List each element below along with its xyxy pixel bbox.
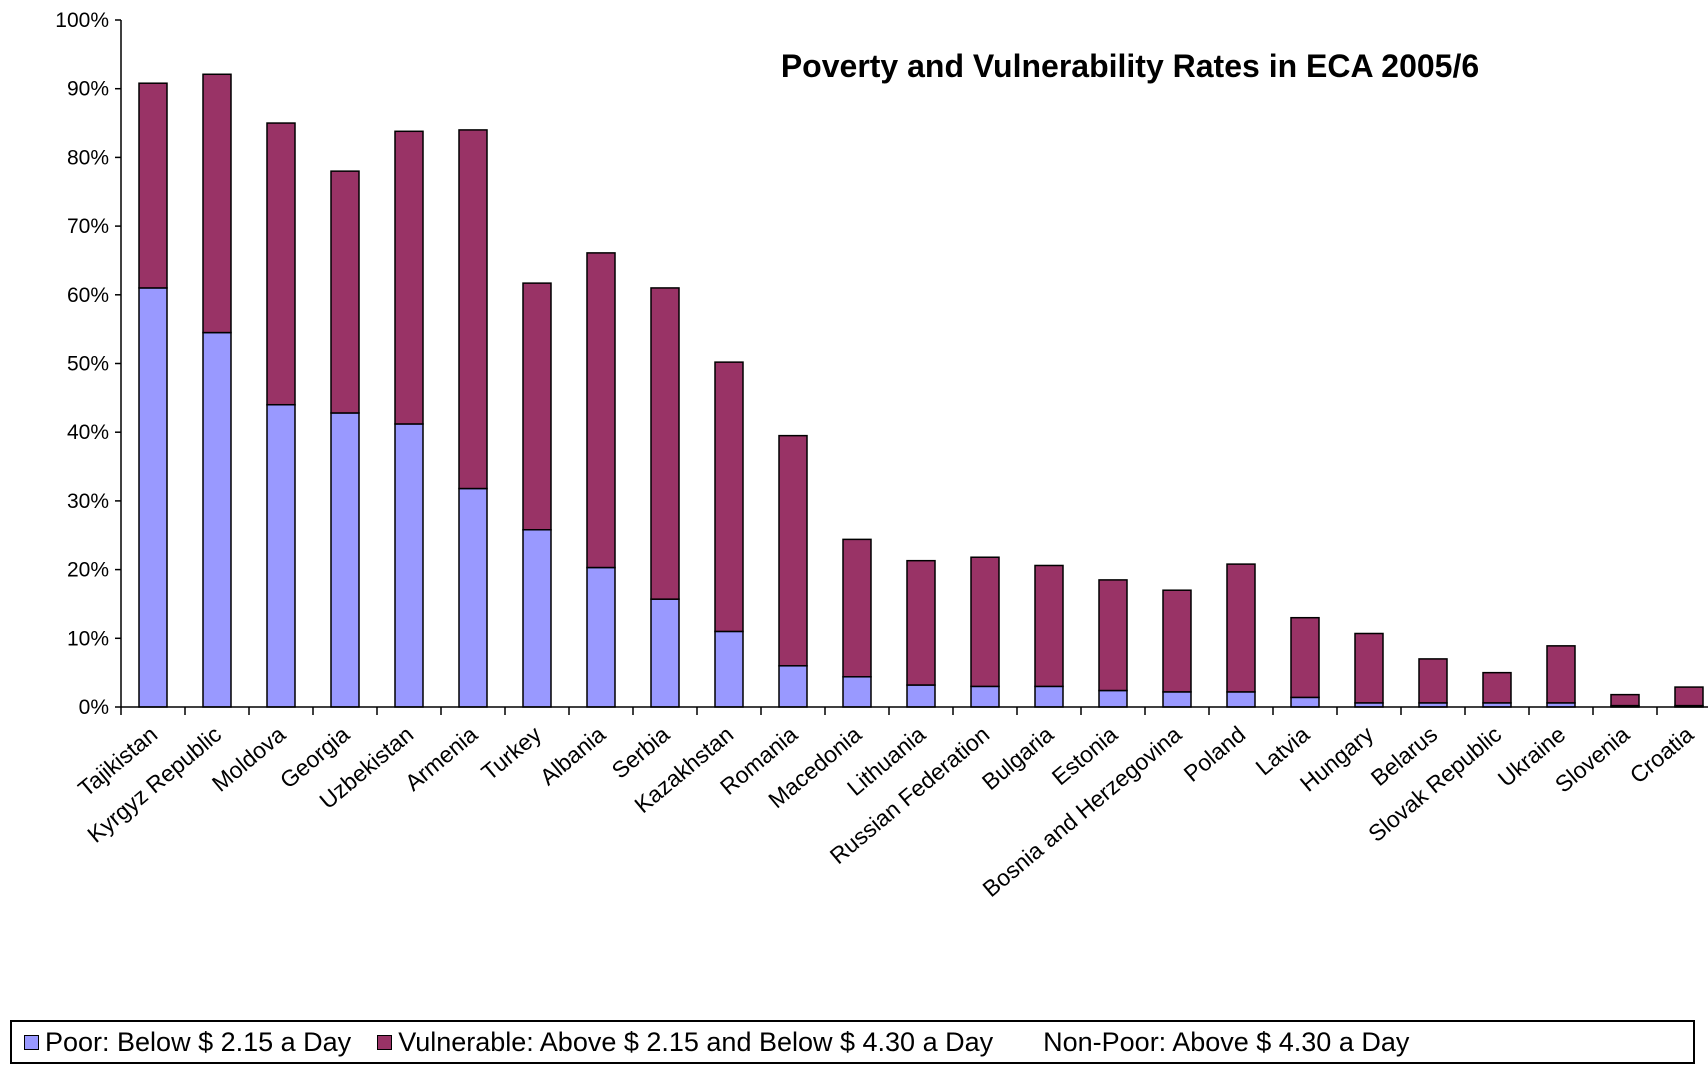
bar-poor xyxy=(1098,689,1128,708)
y-tick-label: 70% xyxy=(67,215,109,238)
x-category-label: Moldova xyxy=(207,721,290,797)
y-tick-label: 100% xyxy=(55,9,109,32)
bar-poor xyxy=(1162,691,1192,708)
bar-vulnerable xyxy=(1610,693,1640,707)
legend-label-non-poor: Non-Poor: Above $ 4.30 a Day xyxy=(1043,1026,1410,1057)
bar-vulnerable xyxy=(458,129,488,490)
y-tick-label: 40% xyxy=(67,421,109,444)
x-category-label: Croatia xyxy=(1625,721,1699,789)
bar-poor xyxy=(650,598,680,708)
bar-poor xyxy=(906,684,936,708)
x-category-label: Poland xyxy=(1179,721,1251,787)
bar-vulnerable xyxy=(1482,671,1512,704)
bar-vulnerable xyxy=(778,434,808,667)
bar-vulnerable xyxy=(1098,579,1128,692)
y-tick-label: 50% xyxy=(67,353,109,376)
y-tick-label: 60% xyxy=(67,284,109,307)
bar-poor xyxy=(778,665,808,708)
legend-item-poor: Poor: Below $ 2.15 a Day xyxy=(12,1027,351,1058)
bar-vulnerable xyxy=(1674,686,1704,707)
stacked-bar-chart: 0% 10% 20% 30% 40% 50% 60% 70% 80% 90% 100% Tajiki… xyxy=(55,9,1708,902)
y-tick-label: 80% xyxy=(67,146,109,169)
bar-vulnerable xyxy=(906,559,936,686)
legend-swatch-poor xyxy=(24,1034,39,1050)
bar-vulnerable xyxy=(1418,658,1448,704)
legend-label-poor: Poor: Below $ 2.15 a Day xyxy=(45,1026,352,1057)
bar-poor xyxy=(394,423,424,708)
bar-vulnerable xyxy=(138,82,168,289)
legend: Poor: Below $ 2.15 a Day Vulnerable: Abo… xyxy=(10,1020,1695,1064)
bar-poor xyxy=(1290,696,1320,708)
bar-poor xyxy=(266,403,296,708)
y-tick-label: 20% xyxy=(67,559,109,582)
bar-poor xyxy=(458,487,488,708)
x-category-label: Hungary xyxy=(1295,721,1379,797)
bar-poor xyxy=(138,287,168,708)
bar-vulnerable xyxy=(586,252,616,569)
y-tick-label: 0% xyxy=(79,696,109,719)
axes xyxy=(120,20,1708,715)
y-tick-label: 30% xyxy=(67,490,109,513)
bar-vulnerable xyxy=(1162,589,1192,693)
bar-poor xyxy=(522,529,552,708)
bar-vulnerable xyxy=(1546,645,1576,704)
chart-title: Poverty and Vulnerability Rates in ECA 2… xyxy=(781,48,1479,84)
bar-poor xyxy=(202,331,232,708)
bar-vulnerable xyxy=(970,556,1000,688)
legend-label-vulnerable: Vulnerable: Above $ 2.15 and Below $ 4.3… xyxy=(398,1026,994,1057)
bar-poor xyxy=(714,630,744,708)
bar-vulnerable xyxy=(1290,616,1320,699)
bar-stacks xyxy=(138,73,1704,708)
bar-poor xyxy=(1034,685,1064,708)
bar-vulnerable xyxy=(394,130,424,425)
bar-vulnerable xyxy=(330,170,360,414)
x-category-label: Turkey xyxy=(476,721,546,786)
bar-vulnerable xyxy=(202,73,232,334)
x-category-label: Armenia xyxy=(400,721,482,796)
bar-vulnerable xyxy=(714,361,744,633)
bar-vulnerable xyxy=(842,538,872,678)
bar-vulnerable xyxy=(522,282,552,531)
bar-vulnerable xyxy=(1354,632,1384,704)
bar-poor xyxy=(330,412,360,708)
bar-poor xyxy=(842,676,872,708)
bar-vulnerable xyxy=(1226,563,1256,693)
bar-poor xyxy=(970,685,1000,708)
legend-item-non-poor: Non-Poor: Above $ 4.30 a Day xyxy=(1043,1027,1409,1058)
y-axis-ticks: 0% 10% 20% 30% 40% 50% 60% 70% 80% 90% 100% xyxy=(55,9,121,719)
y-tick-label: 10% xyxy=(67,627,109,650)
x-category-label: Bulgaria xyxy=(977,721,1059,795)
bar-poor xyxy=(586,566,616,708)
bar-vulnerable xyxy=(650,287,680,600)
bar-poor xyxy=(1226,691,1256,708)
bar-vulnerable xyxy=(266,122,296,406)
bar-vulnerable xyxy=(1034,564,1064,688)
x-category-label: Albania xyxy=(535,721,611,790)
legend-swatch-vulnerable xyxy=(377,1034,393,1050)
legend-item-vulnerable: Vulnerable: Above $ 2.15 and Below $ 4.3… xyxy=(365,1027,993,1058)
y-tick-label: 90% xyxy=(67,78,109,101)
